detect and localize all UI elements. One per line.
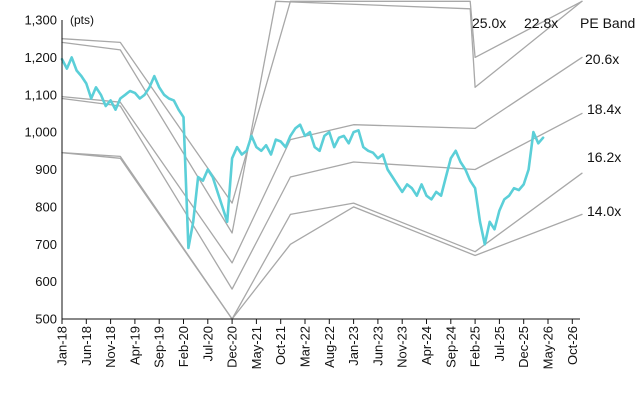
y-tick-label: 1,200 [24, 50, 57, 65]
y-tick-label: 800 [35, 199, 57, 214]
pe-band-line-20.6x [62, 57, 582, 263]
y-tick-label: 1,300 [24, 13, 57, 28]
x-tick-label: Jul-25 [492, 326, 507, 361]
x-tick-label: Aug-22 [322, 326, 337, 368]
x-tick-label: Jan-23 [346, 326, 361, 366]
index-line [62, 57, 543, 248]
pe-band-lines [62, 1, 582, 319]
y-tick-label: 900 [35, 162, 57, 177]
band-label-16.2x: 16.2x [587, 149, 621, 165]
x-tick-label: Jul-20 [200, 326, 215, 361]
index-series [62, 57, 543, 248]
band-label-18.4x: 18.4x [587, 101, 621, 117]
x-tick-label: Sep-19 [152, 326, 167, 368]
x-tick-label: May-21 [249, 326, 264, 369]
x-tick-label: Sep-24 [443, 326, 458, 368]
band-label-20.6x: 20.6x [585, 51, 619, 67]
y-tick-label: 700 [35, 237, 57, 252]
x-tick-label: May-26 [541, 326, 556, 369]
x-tick-label: Feb-25 [468, 326, 483, 367]
x-tick-label: Apr-19 [127, 326, 142, 365]
x-tick-label: Dec-25 [516, 326, 531, 368]
x-tick-label: Nov-18 [103, 326, 118, 368]
x-tick-label: Apr-24 [419, 326, 434, 365]
y-unit-label: (pts) [70, 13, 94, 27]
x-tick-label: Oct-26 [565, 326, 580, 365]
x-tick-label: Jun-18 [79, 326, 94, 366]
x-axis-ticks: Jan-18 Jun-18 Nov-18 Apr-19 Sep-19 Feb-20 Jul-… [55, 319, 580, 369]
y-tick-label: 500 [35, 312, 57, 327]
x-tick-label: Jan-18 [55, 326, 70, 366]
x-tick-label: Jun-23 [370, 326, 385, 366]
band-label-14.0x: 14.0x [587, 203, 621, 219]
band-label-25.0x: 25.0x [472, 15, 506, 31]
legend-title: PE Band [580, 15, 635, 31]
x-tick-label: Oct-21 [273, 326, 288, 365]
x-tick-label: Nov-23 [395, 326, 410, 368]
y-tick-label: 1,100 [24, 87, 57, 102]
pe-band-line-16.2x [62, 153, 582, 319]
x-tick-label: Feb-20 [176, 326, 191, 367]
x-tick-label: Dec-20 [225, 326, 240, 368]
pe-band-line-18.4x [62, 99, 582, 290]
pe-band-line-14.0x [62, 153, 582, 319]
y-tick-label: 1,000 [24, 125, 57, 140]
y-axis-ticks: 1,300 1,200 1,100 1,000 900 800 700 600 500 [24, 13, 57, 327]
band-label-22.8x: 22.8x [524, 15, 558, 31]
pe-band-line-25.0x [62, 1, 582, 203]
y-tick-label: 600 [35, 274, 57, 289]
x-tick-label: Mar-22 [298, 326, 313, 367]
